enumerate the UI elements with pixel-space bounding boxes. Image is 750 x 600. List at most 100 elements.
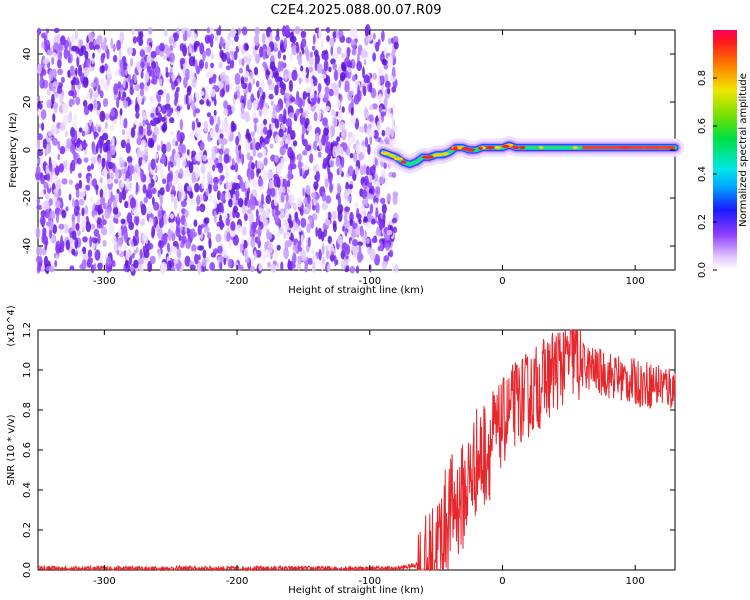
noise-blob bbox=[304, 263, 308, 273]
noise-blob bbox=[311, 45, 316, 51]
noise-blob bbox=[60, 76, 65, 84]
noise-blob bbox=[44, 193, 50, 200]
noise-blob bbox=[49, 229, 53, 239]
noise-blob bbox=[61, 209, 67, 219]
noise-blob bbox=[197, 121, 202, 128]
noise-blob bbox=[208, 195, 213, 203]
noise-blob bbox=[388, 37, 392, 45]
noise-blob bbox=[373, 32, 376, 41]
noise-blob bbox=[391, 172, 397, 178]
noise-blob bbox=[165, 141, 172, 153]
noise-blob bbox=[133, 208, 140, 217]
noise-blob bbox=[58, 163, 64, 173]
noise-blob bbox=[106, 48, 110, 60]
noise-blob bbox=[325, 245, 329, 251]
noise-blob bbox=[167, 242, 170, 253]
noise-blob bbox=[375, 228, 382, 237]
noise-blob bbox=[311, 262, 316, 274]
signal-peak bbox=[572, 146, 578, 150]
noise-blob bbox=[369, 203, 374, 215]
noise-blob bbox=[241, 226, 247, 236]
noise-blob bbox=[70, 159, 76, 172]
noise-blob bbox=[171, 245, 175, 252]
noise-blob bbox=[90, 237, 96, 243]
noise-blob bbox=[382, 212, 386, 224]
noise-blob bbox=[243, 247, 249, 259]
noise-blob bbox=[94, 44, 100, 50]
noise-blob bbox=[63, 114, 69, 125]
noise-blob bbox=[300, 217, 307, 228]
noise-blob bbox=[69, 144, 76, 154]
signal-peak bbox=[494, 146, 502, 150]
noise-blob bbox=[110, 124, 115, 130]
noise-blob bbox=[153, 201, 160, 211]
noise-blob bbox=[223, 108, 229, 116]
noise-blob bbox=[240, 102, 245, 115]
noise-blob bbox=[174, 152, 180, 163]
noise-blob bbox=[123, 118, 128, 129]
noise-blob bbox=[120, 168, 126, 175]
noise-blob bbox=[41, 122, 45, 131]
y-tick-label: 40 bbox=[22, 48, 33, 61]
noise-blob bbox=[71, 33, 75, 44]
noise-blob bbox=[318, 249, 322, 261]
noise-blob bbox=[126, 64, 132, 72]
noise-blob bbox=[219, 219, 224, 231]
noise-blob bbox=[168, 35, 175, 45]
noise-blob bbox=[229, 50, 235, 56]
noise-blob bbox=[280, 157, 285, 170]
noise-blob bbox=[310, 51, 313, 58]
noise-blob bbox=[68, 90, 75, 97]
noise-blob bbox=[84, 122, 89, 134]
noise-blob bbox=[307, 236, 311, 248]
noise-blob bbox=[159, 42, 165, 52]
noise-blob bbox=[320, 39, 324, 49]
noise-blob bbox=[210, 88, 216, 98]
noise-blob bbox=[341, 106, 345, 113]
noise-blob bbox=[321, 192, 327, 202]
noise-blob bbox=[201, 258, 207, 267]
noise-blob bbox=[56, 212, 59, 224]
noise-blob bbox=[185, 68, 190, 81]
noise-blob bbox=[226, 232, 231, 242]
noise-blob bbox=[146, 54, 151, 64]
noise-blob bbox=[184, 209, 189, 218]
noise-blob bbox=[202, 50, 206, 61]
noise-blob bbox=[238, 67, 243, 74]
signal-peak bbox=[453, 146, 458, 150]
noise-blob bbox=[57, 68, 64, 76]
noise-blob bbox=[213, 210, 217, 223]
noise-blob bbox=[287, 240, 292, 247]
noise-blob bbox=[191, 120, 196, 131]
noise-blob bbox=[114, 69, 120, 77]
noise-blob bbox=[391, 66, 396, 78]
noise-blob bbox=[170, 130, 175, 136]
noise-blob bbox=[298, 77, 302, 85]
noise-blob bbox=[378, 176, 385, 185]
noise-blob bbox=[49, 265, 55, 273]
noise-blob bbox=[240, 76, 245, 84]
noise-blob bbox=[200, 164, 206, 174]
noise-blob bbox=[350, 106, 354, 117]
noise-blob bbox=[126, 130, 132, 140]
noise-blob bbox=[187, 85, 192, 93]
noise-blob bbox=[305, 144, 312, 152]
noise-blob bbox=[380, 197, 386, 204]
noise-blob bbox=[245, 140, 250, 153]
noise-blob bbox=[381, 59, 388, 66]
noise-blob bbox=[40, 109, 47, 120]
noise-blob bbox=[176, 212, 180, 222]
noise-blob bbox=[230, 164, 236, 171]
noise-blob bbox=[325, 105, 330, 112]
noise-blob bbox=[252, 137, 256, 149]
noise-blob bbox=[104, 63, 108, 71]
noise-blob bbox=[196, 205, 200, 212]
noise-blob bbox=[243, 89, 248, 95]
noise-blob bbox=[195, 152, 202, 162]
noise-blob bbox=[98, 204, 103, 212]
noise-blob bbox=[214, 98, 217, 106]
noise-blob bbox=[101, 157, 106, 169]
noise-blob bbox=[246, 152, 251, 161]
noise-blob bbox=[383, 255, 390, 262]
spectrogram-x-label: Height of straight line (km) bbox=[288, 285, 424, 296]
